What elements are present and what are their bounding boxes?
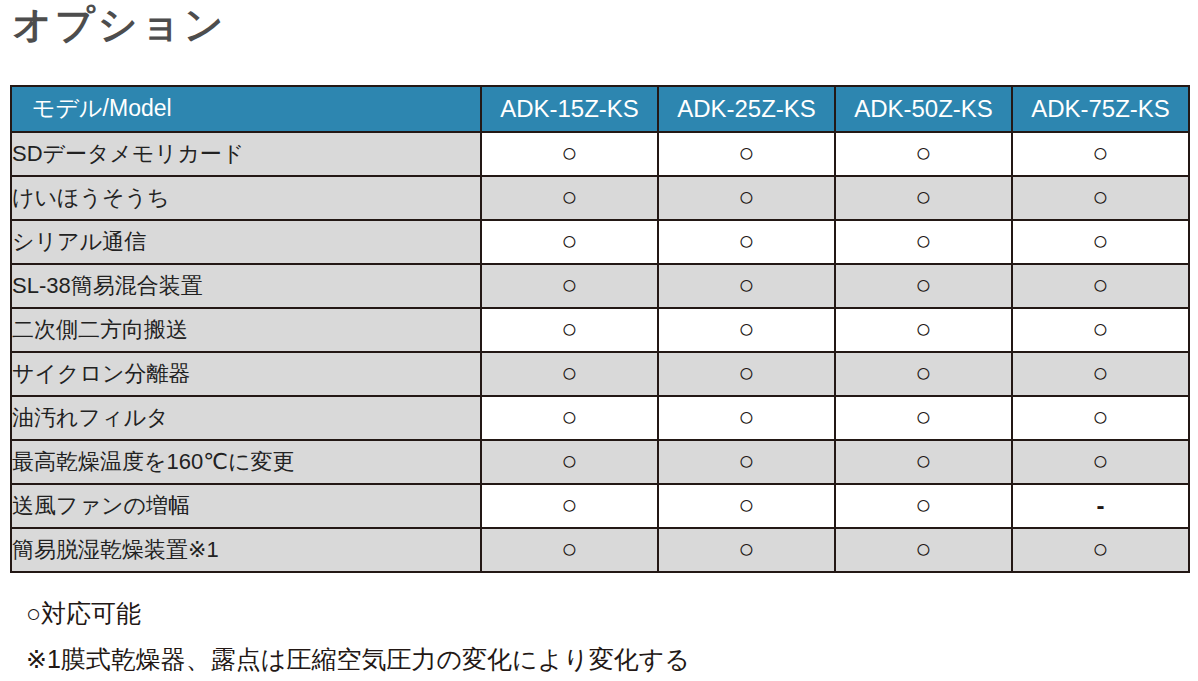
page-title: オプション	[12, 2, 1198, 49]
available-mark: ○	[481, 352, 658, 396]
option-label: サイクロン分離器	[11, 352, 481, 396]
available-mark: ○	[1012, 352, 1189, 396]
available-mark: ○	[1012, 440, 1189, 484]
table-row: サイクロン分離器○○○○	[11, 352, 1189, 396]
option-label: SL-38簡易混合装置	[11, 264, 481, 308]
available-mark: ○	[658, 396, 835, 440]
available-mark: ○	[835, 440, 1012, 484]
available-mark: ○	[658, 484, 835, 528]
legend-available: ○対応可能	[26, 597, 1198, 630]
option-label: SDデータメモリカード	[11, 132, 481, 176]
table-row: SDデータメモリカード○○○○	[11, 132, 1189, 176]
column-header-adk-50z-ks: ADK-50Z-KS	[835, 86, 1012, 132]
available-mark: ○	[1012, 220, 1189, 264]
available-mark: ○	[481, 132, 658, 176]
column-header-model: モデル/Model	[11, 86, 481, 132]
available-mark: ○	[835, 528, 1012, 572]
available-mark: ○	[658, 352, 835, 396]
available-mark: ○	[835, 484, 1012, 528]
unavailable-mark: -	[1012, 484, 1189, 528]
available-mark: ○	[658, 440, 835, 484]
footnotes: ○対応可能 ※1膜式乾燥器、露点は圧縮空気圧力の変化により変化する	[26, 597, 1198, 676]
option-label: けいほうそうち	[11, 176, 481, 220]
available-mark: ○	[658, 308, 835, 352]
available-mark: ○	[481, 220, 658, 264]
option-label: 油汚れフィルタ	[11, 396, 481, 440]
column-header-adk-25z-ks: ADK-25Z-KS	[658, 86, 835, 132]
available-mark: ○	[481, 528, 658, 572]
available-mark: ○	[658, 528, 835, 572]
available-mark: ○	[481, 484, 658, 528]
available-mark: ○	[1012, 308, 1189, 352]
available-mark: ○	[835, 176, 1012, 220]
available-mark: ○	[481, 308, 658, 352]
table-row: 送風ファンの増幅○○○-	[11, 484, 1189, 528]
option-label: シリアル通信	[11, 220, 481, 264]
available-mark: ○	[658, 132, 835, 176]
available-mark: ○	[835, 132, 1012, 176]
available-mark: ○	[1012, 396, 1189, 440]
option-label: 最高乾燥温度を160℃に変更	[11, 440, 481, 484]
table-row: 二次側二方向搬送○○○○	[11, 308, 1189, 352]
available-mark: ○	[835, 396, 1012, 440]
table-row: 最高乾燥温度を160℃に変更○○○○	[11, 440, 1189, 484]
available-mark: ○	[835, 352, 1012, 396]
available-mark: ○	[481, 396, 658, 440]
available-mark: ○	[835, 308, 1012, 352]
available-mark: ○	[1012, 176, 1189, 220]
available-mark: ○	[481, 264, 658, 308]
column-header-adk-75z-ks: ADK-75Z-KS	[1012, 86, 1189, 132]
option-label: 簡易脱湿乾燥装置※1	[11, 528, 481, 572]
table-row: けいほうそうち○○○○	[11, 176, 1189, 220]
table-row: シリアル通信○○○○	[11, 220, 1189, 264]
available-mark: ○	[1012, 528, 1189, 572]
table-header-row: モデル/Model ADK-15Z-KSADK-25Z-KSADK-50Z-KS…	[11, 86, 1189, 132]
option-label: 二次側二方向搬送	[11, 308, 481, 352]
available-mark: ○	[658, 176, 835, 220]
column-header-adk-15z-ks: ADK-15Z-KS	[481, 86, 658, 132]
available-mark: ○	[481, 176, 658, 220]
options-table-body: SDデータメモリカード○○○○けいほうそうち○○○○シリアル通信○○○○SL-3…	[11, 132, 1189, 572]
options-table: モデル/Model ADK-15Z-KSADK-25Z-KSADK-50Z-KS…	[10, 85, 1190, 573]
available-mark: ○	[835, 264, 1012, 308]
available-mark: ○	[481, 440, 658, 484]
available-mark: ○	[1012, 132, 1189, 176]
table-row: SL-38簡易混合装置○○○○	[11, 264, 1189, 308]
available-mark: ○	[658, 220, 835, 264]
option-label: 送風ファンの増幅	[11, 484, 481, 528]
table-row: 簡易脱湿乾燥装置※1○○○○	[11, 528, 1189, 572]
footnote-1: ※1膜式乾燥器、露点は圧縮空気圧力の変化により変化する	[26, 643, 1198, 676]
available-mark: ○	[1012, 264, 1189, 308]
available-mark: ○	[658, 264, 835, 308]
table-row: 油汚れフィルタ○○○○	[11, 396, 1189, 440]
available-mark: ○	[835, 220, 1012, 264]
